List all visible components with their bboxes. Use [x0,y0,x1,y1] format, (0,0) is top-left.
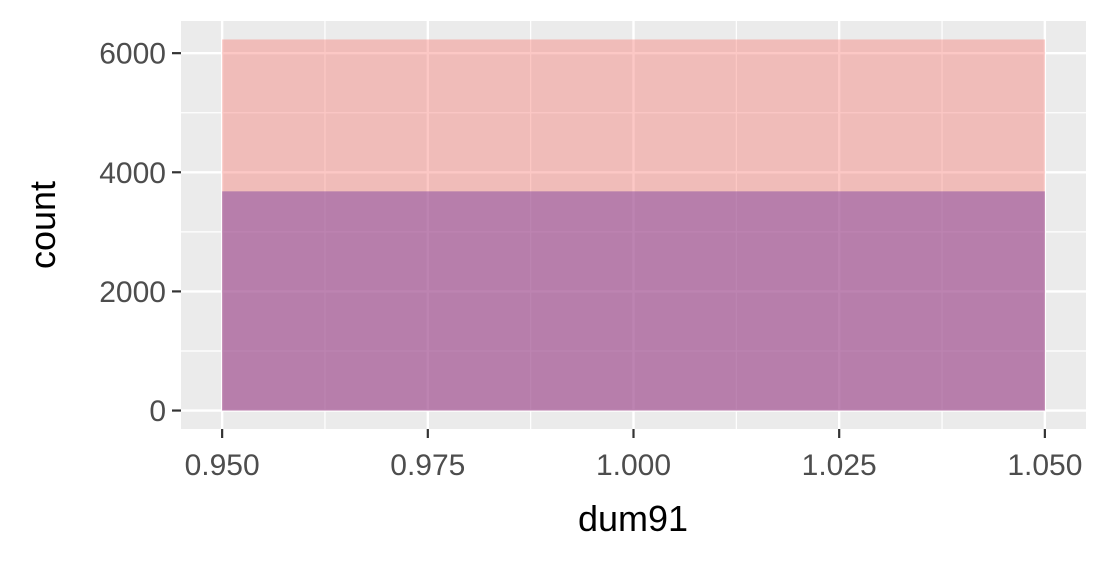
y-tick-label: 4000 [99,157,166,190]
y-tick-label: 6000 [99,38,166,71]
y-tick-label: 0 [149,395,166,428]
x-tick-label: 0.950 [185,449,260,482]
x-axis-title: dum91 [578,498,688,539]
y-axis: 0 2000 4000 6000 [99,38,181,428]
x-axis: 0.950 0.975 1.000 1.025 1.050 [185,429,1082,482]
x-tick-label: 1.000 [596,449,671,482]
x-tick-label: 1.025 [802,449,877,482]
bars [222,39,1045,411]
y-tick-label: 2000 [99,276,166,309]
y-axis-title: count [22,181,63,269]
x-tick-label: 1.050 [1007,449,1082,482]
x-tick-label: 0.975 [390,449,465,482]
histogram-bar-2 [222,191,1045,411]
